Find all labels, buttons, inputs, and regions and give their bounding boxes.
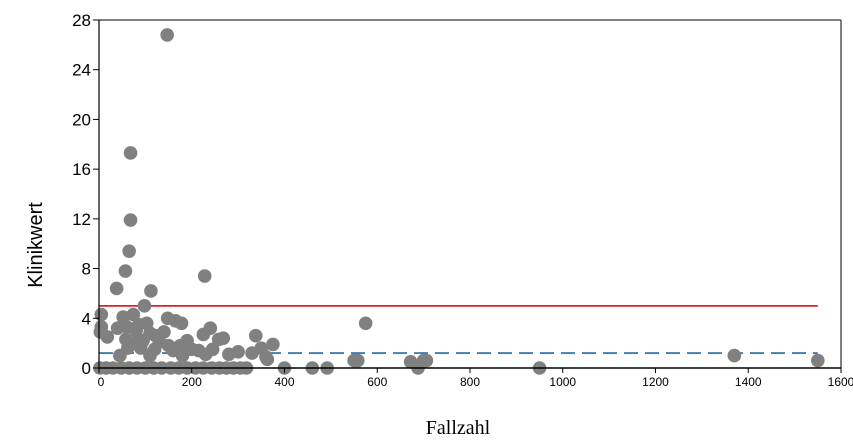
y-axis-ticks: 0 4 8 12 16 20 24 28	[72, 11, 99, 378]
data-point	[144, 284, 158, 298]
data-points	[93, 28, 825, 375]
data-point	[126, 307, 141, 322]
y-tick-label: 8	[82, 260, 91, 279]
y-tick-label: 24	[72, 61, 91, 80]
data-point	[160, 28, 174, 42]
data-point	[196, 327, 211, 342]
axes	[98, 19, 842, 369]
y-tick-label: 0	[82, 359, 91, 378]
data-point	[260, 352, 275, 367]
data-point	[137, 299, 152, 313]
x-axis-ticks: 0 200 400 600 800 1000 1200 1400 1600	[98, 368, 853, 389]
y-tick-label: 20	[72, 110, 91, 129]
y-axis-label: Klinikwert	[25, 202, 47, 288]
data-point	[100, 330, 115, 344]
y-tick-label: 12	[72, 210, 91, 229]
data-point	[122, 244, 136, 258]
data-point	[133, 341, 148, 355]
x-tick-label: 0	[98, 375, 105, 389]
data-point	[727, 348, 742, 363]
data-point	[123, 146, 138, 160]
x-tick-label: 1200	[642, 375, 669, 389]
data-point	[811, 353, 825, 368]
x-tick-label: 200	[182, 375, 202, 389]
data-point	[216, 331, 231, 345]
data-point	[123, 213, 138, 227]
x-tick-label: 1600	[828, 375, 853, 389]
data-point	[358, 316, 373, 331]
data-point	[198, 347, 213, 362]
data-point	[175, 348, 190, 363]
data-point	[248, 328, 263, 343]
data-point	[109, 281, 124, 296]
x-axis-label: Fallzahl	[426, 417, 491, 439]
data-point	[129, 323, 143, 338]
y-tick-label: 28	[72, 11, 91, 30]
data-point	[113, 348, 127, 363]
x-tick-label: 1400	[735, 375, 762, 389]
y-tick-label: 4	[82, 309, 91, 328]
data-point	[266, 337, 280, 352]
data-point	[118, 264, 133, 278]
x-tick-label: 1000	[549, 375, 576, 389]
reference-lines	[99, 304, 818, 354]
data-point	[197, 269, 212, 283]
x-tick-label: 800	[460, 375, 480, 389]
data-point	[174, 316, 189, 331]
x-tick-label: 400	[274, 375, 294, 389]
data-point	[222, 347, 236, 362]
data-point	[350, 353, 365, 368]
x-tick-label: 600	[367, 375, 387, 389]
y-tick-label: 16	[72, 160, 91, 179]
data-point	[143, 348, 157, 363]
data-point	[94, 307, 109, 322]
